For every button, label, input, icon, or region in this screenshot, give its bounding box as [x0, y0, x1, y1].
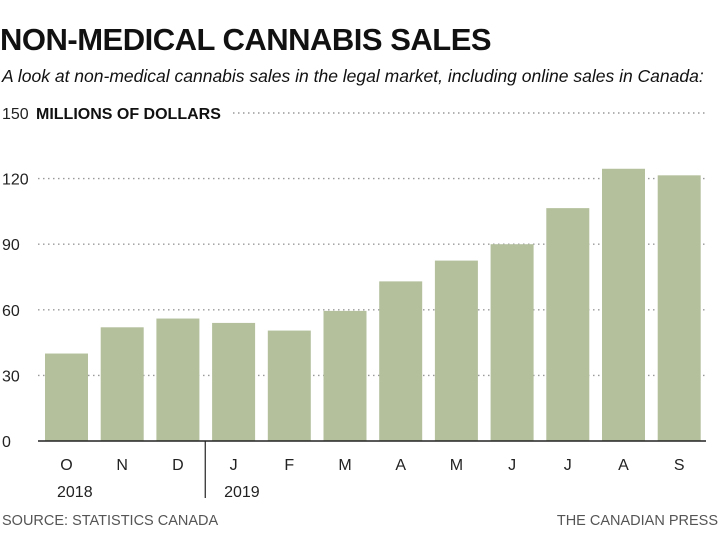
y-tick-label: 30: [2, 368, 20, 385]
y-tick-label: 0: [2, 434, 11, 451]
bar: [323, 310, 367, 441]
bar-chart: 0 30 60 90 120 150 MILLIONS OF DOLLARS O N D J F M A M…: [2, 106, 706, 501]
x-tick-label: J: [508, 457, 516, 474]
y-tick-label: 150: [2, 106, 29, 123]
x-tick-label: F: [284, 457, 294, 474]
bars: [45, 168, 701, 441]
x-tick-label: J: [230, 457, 238, 474]
y-tick-label: 120: [2, 172, 29, 189]
x-tick-label: A: [395, 457, 406, 474]
y-tick-label: 90: [2, 237, 20, 254]
year-label: 2019: [224, 484, 260, 501]
bar: [100, 327, 144, 441]
bar: [156, 318, 200, 441]
x-tick-label: J: [564, 457, 572, 474]
bar: [379, 281, 423, 441]
bar: [602, 168, 645, 441]
x-tick-label: S: [674, 457, 685, 474]
bar: [45, 353, 88, 441]
y-tick-label: 60: [2, 303, 20, 320]
bar: [267, 330, 311, 441]
y-axis-unit-label: MILLIONS OF DOLLARS: [36, 106, 221, 123]
x-tick-label: D: [172, 457, 184, 474]
year-label: 2018: [57, 484, 93, 501]
chart-title: NON-MEDICAL CANNABIS SALES: [0, 22, 492, 57]
x-tick-label: M: [450, 457, 463, 474]
bar: [546, 208, 590, 441]
chart-subtitle: A look at non-medical cannabis sales in …: [2, 66, 704, 86]
x-tick-label: M: [338, 457, 351, 474]
bar: [434, 260, 478, 441]
x-tick-label: A: [618, 457, 629, 474]
bar: [490, 244, 534, 441]
gridlines: [38, 112, 706, 377]
bar: [657, 175, 701, 441]
credit-note: THE CANADIAN PRESS: [556, 513, 718, 529]
bar: [212, 322, 256, 441]
tick-labels: 0 30 60 90 120 150 MILLIONS OF DOLLARS O N D J F M A M…: [2, 106, 685, 501]
x-tick-label: O: [60, 457, 72, 474]
x-tick-label: N: [116, 457, 128, 474]
axes: [38, 440, 706, 498]
source-note: SOURCE: STATISTICS CANADA: [2, 513, 219, 529]
